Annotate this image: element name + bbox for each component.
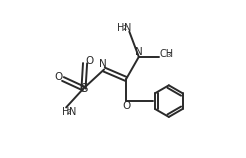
Text: O: O [123,101,131,111]
Text: CH: CH [160,49,174,59]
Text: 2: 2 [122,25,126,31]
Text: S: S [80,82,87,94]
Text: N: N [69,107,76,117]
Text: 3: 3 [166,52,170,58]
Text: O: O [86,56,94,66]
Text: O: O [54,72,63,82]
Text: N: N [124,23,131,33]
Text: H: H [62,107,69,117]
Text: 2: 2 [67,109,71,115]
Text: N: N [99,59,106,70]
Text: H: H [117,23,124,33]
Text: N: N [135,47,143,58]
